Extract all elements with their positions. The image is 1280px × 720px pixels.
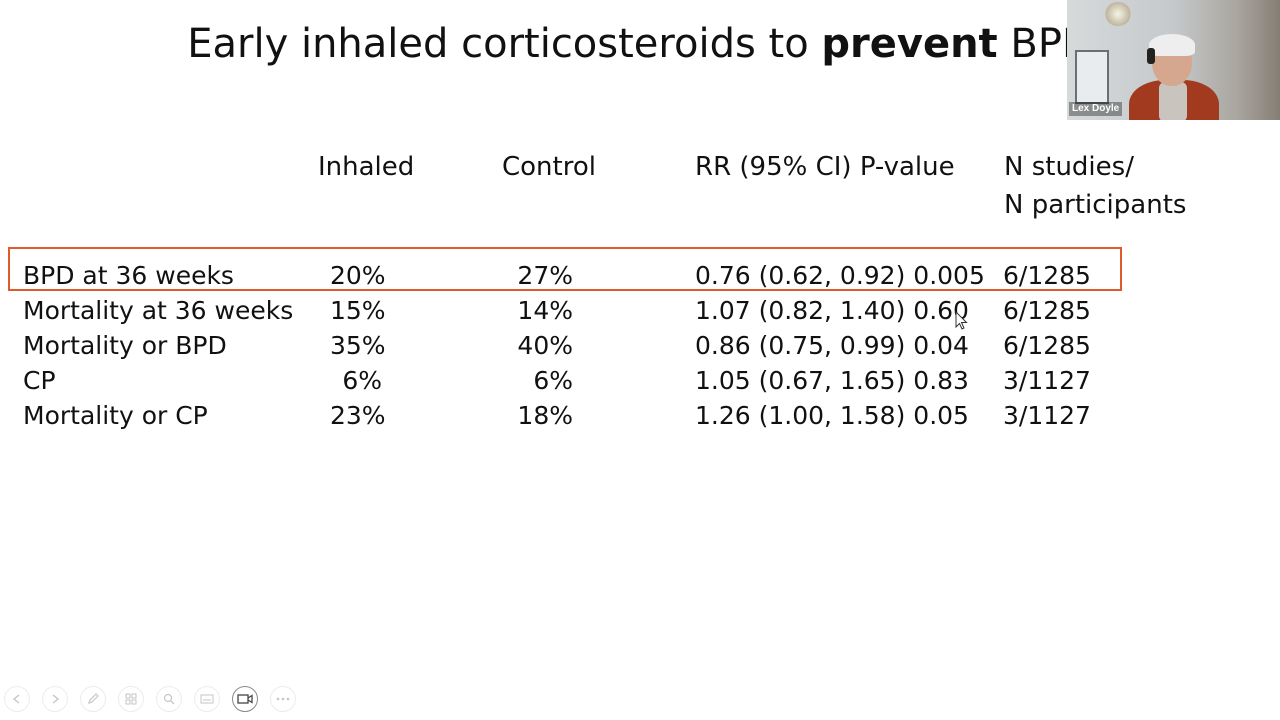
rr-cell: 1.26 (1.00, 1.58) 0.05 xyxy=(695,401,969,430)
participant-name: Lex Doyle xyxy=(1069,102,1123,116)
header-n-line2: N participants xyxy=(1004,190,1187,220)
header-n-line1: N studies/ xyxy=(1004,152,1134,182)
next-slide-icon[interactable] xyxy=(42,686,68,712)
subtitles-icon[interactable] xyxy=(194,686,220,712)
participant-video[interactable]: Lex Doyle xyxy=(1067,0,1280,120)
more-options-icon[interactable] xyxy=(270,686,296,712)
slide-title-bold: prevent xyxy=(821,21,998,67)
inhaled-cell: 20% xyxy=(330,261,386,290)
slides-grid-icon[interactable] xyxy=(118,686,144,712)
n-cell: 6/1285 xyxy=(1003,331,1091,360)
inhaled-cell: 35% xyxy=(330,331,386,360)
outcome-cell: Mortality or CP xyxy=(23,401,208,430)
inhaled-cell: 15% xyxy=(330,296,386,325)
header-inhaled: Inhaled xyxy=(318,152,415,182)
rr-cell: 1.07 (0.82, 1.40) 0.60 xyxy=(695,296,969,325)
n-cell: 3/1127 xyxy=(1003,401,1091,430)
control-cell: 27% xyxy=(517,261,573,290)
highlight-box xyxy=(8,247,1122,291)
outcome-cell: Mortality at 36 weeks xyxy=(23,296,294,325)
outcome-cell: CP xyxy=(23,366,56,395)
inhaled-cell: 6% xyxy=(342,366,382,395)
participant-hair xyxy=(1149,34,1195,56)
table-row: CP 6% 6% 1.05 (0.67, 1.65) 0.83 3/1127 xyxy=(0,363,1280,398)
window xyxy=(1075,50,1109,104)
zoom-icon[interactable] xyxy=(156,686,182,712)
inhaled-cell: 23% xyxy=(330,401,386,430)
control-cell: 6% xyxy=(533,366,573,395)
table-row: Mortality or CP 23% 18% 1.26 (1.00, 1.58… xyxy=(0,398,1280,433)
headset-icon xyxy=(1147,48,1155,64)
control-cell: 40% xyxy=(517,331,573,360)
control-cell: 14% xyxy=(517,296,573,325)
outcome-cell: Mortality or BPD xyxy=(23,331,227,360)
slide-title: Early inhaled corticosteroids to prevent… xyxy=(0,18,1280,70)
table-row: BPD at 36 weeks 20% 27% 0.76 (0.62, 0.92… xyxy=(0,258,1280,293)
table-row: Mortality at 36 weeks 15% 14% 1.07 (0.82… xyxy=(0,293,1280,328)
participant-scarf xyxy=(1159,82,1187,120)
rr-cell: 0.76 (0.62, 0.92) 0.005 xyxy=(695,261,985,290)
n-cell: 3/1127 xyxy=(1003,366,1091,395)
outcome-cell: BPD at 36 weeks xyxy=(23,261,234,290)
prev-slide-icon[interactable] xyxy=(4,686,30,712)
header-rr: RR (95% CI) P-value xyxy=(695,152,955,182)
n-cell: 6/1285 xyxy=(1003,261,1091,290)
table-row: Mortality or BPD 35% 40% 0.86 (0.75, 0.9… xyxy=(0,328,1280,363)
header-control: Control xyxy=(502,152,596,182)
pen-icon[interactable] xyxy=(80,686,106,712)
camera-icon[interactable] xyxy=(232,686,258,712)
rr-cell: 1.05 (0.67, 1.65) 0.83 xyxy=(695,366,969,395)
slide-title-prefix: Early inhaled corticosteroids to xyxy=(187,21,822,67)
n-cell: 6/1285 xyxy=(1003,296,1091,325)
rr-cell: 0.86 (0.75, 0.99) 0.04 xyxy=(695,331,969,360)
control-cell: 18% xyxy=(517,401,573,430)
chandelier xyxy=(1105,2,1131,26)
